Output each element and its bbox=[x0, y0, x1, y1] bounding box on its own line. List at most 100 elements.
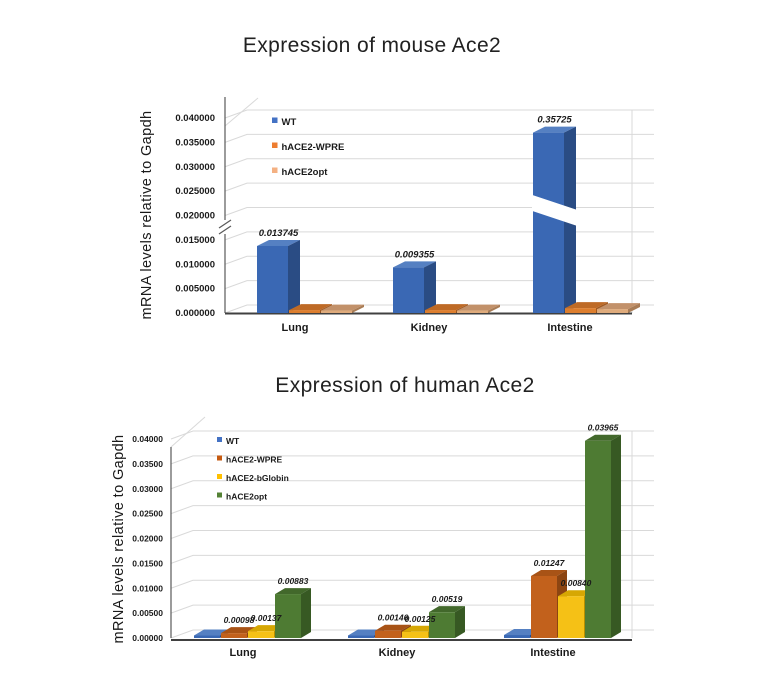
data-label: 0.03965 bbox=[588, 423, 619, 433]
human-chart-title: Expression of human Ace2 bbox=[275, 374, 535, 397]
y-axis-title: mRNA levels relative to Gapdh bbox=[139, 110, 155, 319]
bar-side-face bbox=[611, 434, 621, 638]
bar-top-face bbox=[321, 304, 364, 311]
y-tick-label: 0.025000 bbox=[175, 186, 215, 197]
gridline bbox=[224, 182, 654, 192]
mouse-chart-title: Expression of mouse Ace2 bbox=[242, 34, 502, 57]
bar-front-face bbox=[275, 594, 301, 638]
legend-swatch bbox=[272, 117, 278, 123]
gridline bbox=[224, 158, 654, 168]
bar-break bbox=[532, 194, 577, 226]
gridline bbox=[170, 455, 654, 465]
legend-item-hACE2-bGlobin: hACE2-bGlobin bbox=[217, 473, 289, 483]
bar-front-face bbox=[565, 308, 596, 313]
legend-item-hACE2-WPRE: hACE2-WPRE bbox=[217, 455, 283, 465]
bar-front-face bbox=[585, 440, 611, 638]
bar-top-face bbox=[531, 569, 567, 576]
legend-swatch bbox=[272, 142, 278, 148]
y-tick-label: 0.00000 bbox=[132, 633, 163, 643]
data-label: 0.00125 bbox=[405, 614, 436, 624]
gridline bbox=[224, 304, 654, 314]
x-category-label: Intestine bbox=[547, 322, 592, 334]
y-tick-label: 0.000000 bbox=[175, 308, 215, 319]
bar-front-face bbox=[597, 309, 628, 313]
bar-side-face bbox=[424, 261, 436, 313]
gridline bbox=[170, 604, 654, 614]
gridline bbox=[170, 505, 654, 515]
bar-front-face bbox=[221, 633, 247, 638]
gridline bbox=[170, 430, 654, 440]
bar-front-face bbox=[504, 635, 530, 638]
legend-label: hACE2-bGlobin bbox=[226, 473, 289, 483]
x-category-label: Intestine bbox=[530, 647, 575, 659]
y-tick-label: 0.00500 bbox=[132, 608, 163, 618]
y-tick-label: 0.01000 bbox=[132, 583, 163, 593]
legend-label: hACE2opt bbox=[226, 492, 267, 502]
x-category-label: Kidney bbox=[411, 322, 449, 334]
y-tick-label: 0.04000 bbox=[132, 434, 163, 444]
legend-item-WT: WT bbox=[272, 117, 296, 128]
legend-swatch bbox=[217, 437, 222, 442]
bar-hACE2opt-Kidney bbox=[457, 304, 500, 313]
data-label: 0.00519 bbox=[432, 594, 463, 604]
bar-hACE2opt-Intestine bbox=[585, 434, 621, 638]
data-label: 0.01247 bbox=[534, 558, 566, 568]
data-label: 0.009355 bbox=[395, 249, 435, 260]
y-tick-label: 0.035000 bbox=[175, 137, 215, 148]
bar-hACE2opt-Kidney bbox=[429, 606, 465, 638]
gridline bbox=[224, 133, 654, 143]
bar-front-face bbox=[429, 612, 455, 638]
x-category-label: Kidney bbox=[379, 647, 417, 659]
axis-break-tick bbox=[218, 219, 232, 229]
bar-front-face bbox=[533, 132, 564, 313]
bar-top-face bbox=[585, 434, 621, 441]
y-tick-label: 0.01500 bbox=[132, 558, 163, 568]
bar-hACE2opt-Lung bbox=[275, 588, 311, 638]
wall-corner-line bbox=[224, 97, 259, 127]
gridline bbox=[224, 231, 654, 241]
bar-hACE2opt-Intestine bbox=[597, 303, 640, 313]
bar-side-face bbox=[301, 588, 311, 638]
legend-swatch bbox=[217, 455, 222, 461]
y-tick-label: 0.010000 bbox=[175, 259, 215, 270]
bar-WT-Lung bbox=[257, 239, 300, 313]
legend-label: WT bbox=[226, 436, 240, 446]
gridline bbox=[170, 530, 654, 539]
gridline bbox=[224, 280, 654, 290]
y-tick-label: 0.020000 bbox=[175, 211, 215, 222]
mouse-ace2-chart: 0.000000 0.005000 0.010000 0.015000 0.020000… bbox=[139, 97, 654, 334]
gridline bbox=[224, 109, 654, 119]
legend-item-WT: WT bbox=[217, 436, 240, 446]
bar-top-face bbox=[393, 261, 436, 268]
bar-front-face bbox=[558, 596, 584, 638]
bar-front-face bbox=[194, 635, 220, 638]
bar-top-face bbox=[257, 239, 300, 246]
y-tick-label: 0.02000 bbox=[132, 534, 163, 544]
y-tick-label: 0.03500 bbox=[132, 459, 163, 469]
bar-side-face bbox=[628, 303, 640, 313]
bar-top-face bbox=[429, 606, 465, 613]
bar-top-face bbox=[533, 126, 576, 133]
y-tick-label: 0.03000 bbox=[132, 484, 163, 494]
bar-front-face bbox=[393, 267, 424, 313]
legend-swatch bbox=[217, 474, 222, 479]
legend-label: hACE2-WPRE bbox=[226, 455, 283, 465]
x-category-label: Lung bbox=[282, 322, 309, 334]
legend-swatch bbox=[217, 492, 222, 498]
y-tick-label: 0.040000 bbox=[175, 113, 215, 124]
gridline bbox=[170, 629, 654, 639]
data-label: 0.013745 bbox=[259, 228, 299, 239]
gridline bbox=[170, 579, 654, 589]
bar-top-face bbox=[597, 303, 640, 310]
data-label: 0.00137 bbox=[251, 613, 283, 623]
bar-front-face bbox=[402, 631, 428, 638]
bar-top-face bbox=[457, 304, 500, 311]
y-tick-label: 0.005000 bbox=[175, 284, 215, 295]
bar-front-face bbox=[289, 310, 320, 313]
gridline bbox=[170, 480, 654, 490]
legend-label: hACE2opt bbox=[282, 167, 329, 178]
data-label: 0.35725 bbox=[537, 115, 572, 126]
legend-swatch bbox=[272, 167, 278, 173]
